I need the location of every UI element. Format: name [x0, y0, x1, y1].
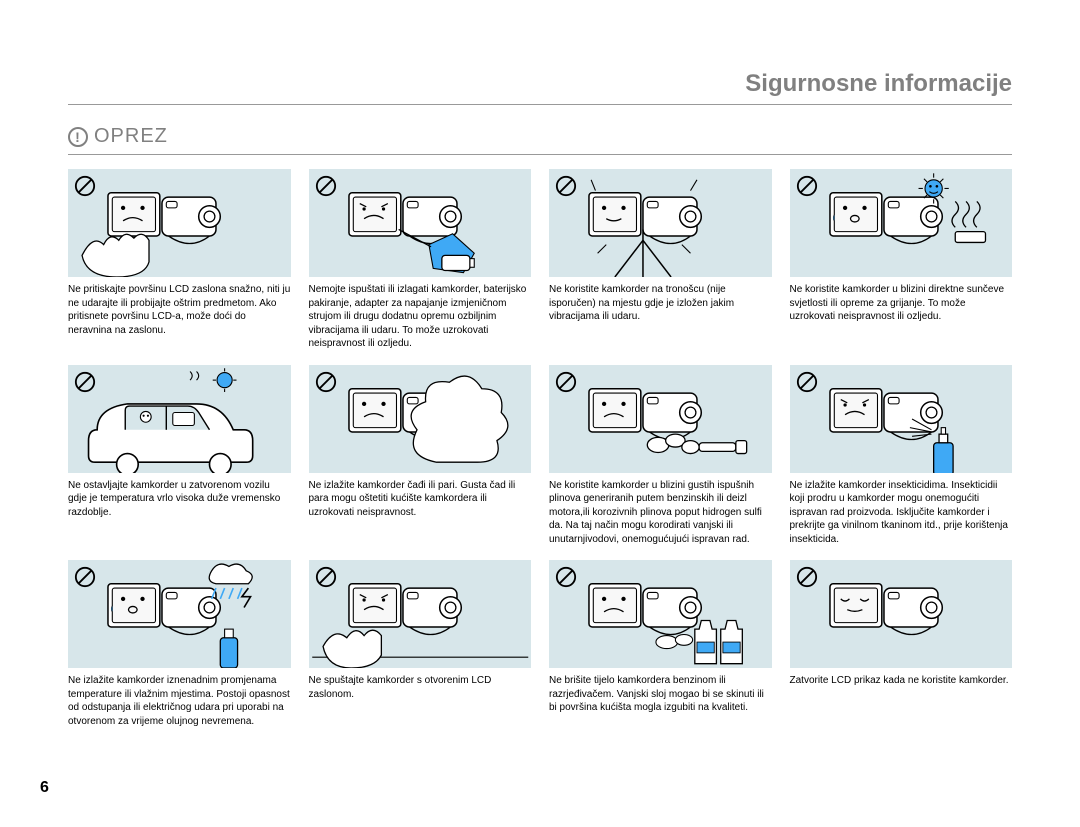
warning-card: Ne koristite kamkorder u blizini gustih …: [549, 365, 772, 547]
warning-caption: Ne ostavljajte kamkorder u zatvorenom vo…: [68, 473, 291, 520]
warning-caption: Ne izlažite kamkorder insekticidima. Ins…: [790, 473, 1013, 547]
warning-caption: Nemojte ispuštati ili izlagati kamkorder…: [309, 277, 532, 351]
scene-exhaust: [549, 365, 772, 473]
prohibit-icon: [796, 175, 818, 197]
warning-grid: Ne pritiskajte površinu LCD zaslona snaž…: [68, 169, 1012, 728]
warning-caption: Ne spuštajte kamkorder s otvorenim LCD z…: [309, 668, 532, 701]
warning-illustration: [790, 560, 1013, 668]
prohibit-icon: [315, 371, 337, 393]
scene-close-lcd: [790, 560, 1013, 668]
scene-spray: [790, 365, 1013, 473]
warning-card: Ne pritiskajte površinu LCD zaslona snaž…: [68, 169, 291, 351]
warning-caption: Ne pritiskajte površinu LCD zaslona snaž…: [68, 277, 291, 337]
warning-card: Ne brišite tijelo kamkordera benzinom il…: [549, 560, 772, 728]
warning-caption: Ne izlažite kamkorder čađi ili pari. Gus…: [309, 473, 532, 520]
section-header: ! OPREZ: [68, 125, 1012, 155]
warning-illustration: [309, 365, 532, 473]
prohibit-icon: [796, 371, 818, 393]
warning-caption: Ne koristite kamkorder u blizini direktn…: [790, 277, 1013, 324]
prohibit-icon: [796, 566, 818, 588]
warning-caption: Ne brišite tijelo kamkordera benzinom il…: [549, 668, 772, 715]
prohibit-icon: [555, 175, 577, 197]
warning-card: Ne koristite kamkorder u blizini direktn…: [790, 169, 1013, 351]
warning-illustration: [790, 365, 1013, 473]
section-label: OPREZ: [94, 125, 168, 148]
page-title: Sigurnosne informacije: [68, 70, 1012, 105]
warning-card: Nemojte ispuštati ili izlagati kamkorder…: [309, 169, 532, 351]
warning-caption: Ne izlažite kamkorder iznenadnim promjen…: [68, 668, 291, 728]
scene-lcd-press: [68, 169, 291, 277]
scene-lcd-down: [309, 560, 532, 668]
prohibit-icon: [74, 371, 96, 393]
warning-card: Ne izlažite kamkorder čađi ili pari. Gus…: [309, 365, 532, 547]
warning-illustration: [68, 365, 291, 473]
scene-steam: [309, 365, 532, 473]
scene-car: [68, 365, 291, 473]
warning-illustration: [68, 169, 291, 277]
warning-illustration: [549, 560, 772, 668]
warning-card: Ne ostavljajte kamkorder u zatvorenom vo…: [68, 365, 291, 547]
page: Sigurnosne informacije ! OPREZ Ne pritis…: [0, 0, 1080, 827]
warning-card: Ne koristite kamkorder na tronošcu (nije…: [549, 169, 772, 351]
alert-icon: !: [68, 127, 88, 147]
prohibit-icon: [555, 371, 577, 393]
warning-illustration: [790, 169, 1013, 277]
warning-caption: Ne koristite kamkorder u blizini gustih …: [549, 473, 772, 547]
page-number: 6: [40, 779, 49, 797]
warning-caption: Ne koristite kamkorder na tronošcu (nije…: [549, 277, 772, 324]
scene-sun-heat: [790, 169, 1013, 277]
warning-illustration: [68, 560, 291, 668]
prohibit-icon: [315, 566, 337, 588]
warning-illustration: [309, 169, 532, 277]
prohibit-icon: [315, 175, 337, 197]
prohibit-icon: [74, 566, 96, 588]
warning-illustration: [549, 365, 772, 473]
prohibit-icon: [74, 175, 96, 197]
warning-card: Ne izlažite kamkorder iznenadnim promjen…: [68, 560, 291, 728]
warning-caption: Zatvorite LCD prikaz kada ne koristite k…: [790, 668, 1013, 688]
scene-rain: [68, 560, 291, 668]
prohibit-icon: [555, 566, 577, 588]
warning-illustration: [309, 560, 532, 668]
scene-drop: [309, 169, 532, 277]
scene-solvent: [549, 560, 772, 668]
warning-card: Ne izlažite kamkorder insekticidima. Ins…: [790, 365, 1013, 547]
warning-illustration: [549, 169, 772, 277]
warning-card: Ne spuštajte kamkorder s otvorenim LCD z…: [309, 560, 532, 728]
scene-tripod: [549, 169, 772, 277]
warning-card: Zatvorite LCD prikaz kada ne koristite k…: [790, 560, 1013, 728]
